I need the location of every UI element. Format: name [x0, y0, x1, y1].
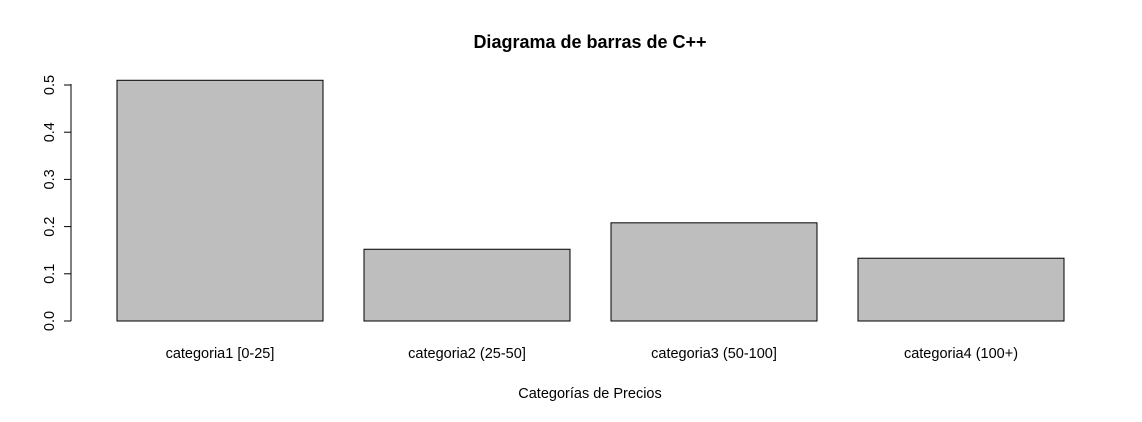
bars-group [116, 79, 1065, 322]
x-tick-label: categoria4 (100+) [904, 346, 1018, 362]
y-tick-label: 0.0 [42, 311, 58, 331]
y-tick-label: 0.5 [42, 75, 58, 95]
y-tick-label: 0.2 [42, 217, 58, 237]
x-axis-label: Categorías de Precios [518, 386, 661, 402]
x-tick-label: categoria2 (25-50] [408, 346, 526, 362]
x-tick-label: categoria3 (50-100] [651, 346, 777, 362]
y-tick-label: 0.4 [42, 122, 58, 142]
y-tick-label: 0.1 [42, 264, 58, 284]
y-tick-label: 0.3 [42, 169, 58, 189]
bar-3 [610, 222, 818, 322]
bar-1 [116, 79, 324, 322]
y-axis: 0.0 0.1 0.2 0.3 0.4 0.5 [42, 75, 72, 331]
bar-4 [857, 257, 1065, 322]
x-tick-label: categoria1 [0-25] [166, 346, 275, 362]
x-tick-labels: categoria1 [0-25] categoria2 (25-50] categ… [166, 346, 1018, 362]
chart-title: Diagrama de barras de C++ [473, 32, 706, 52]
bar-2 [363, 248, 571, 322]
